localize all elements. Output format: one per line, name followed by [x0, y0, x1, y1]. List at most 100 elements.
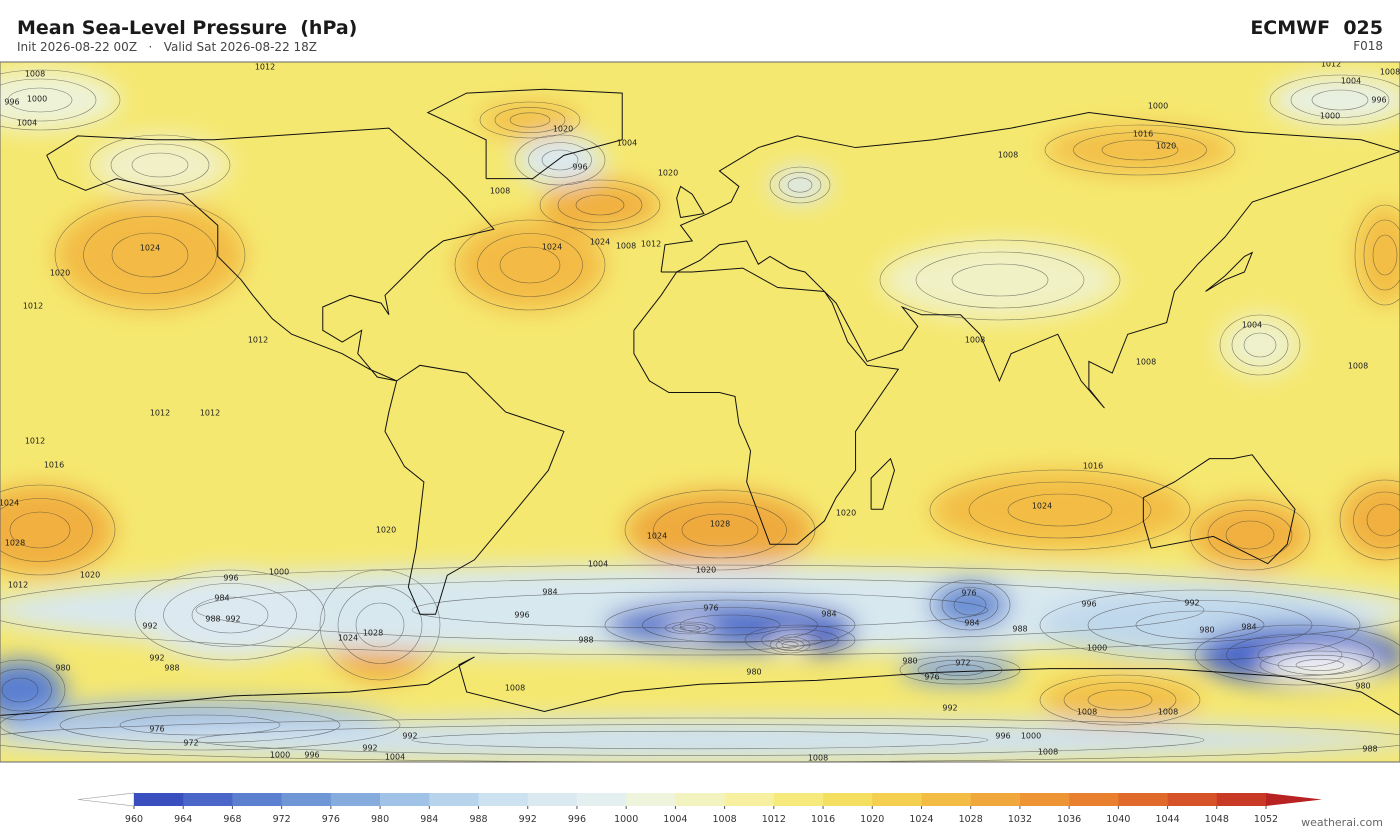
- contour-label: 1004: [1242, 321, 1262, 330]
- contour-label: 996: [223, 574, 238, 583]
- colorbar-tick-label: 1020: [860, 814, 884, 825]
- contour-label: 1000: [1148, 102, 1168, 111]
- colorbar-tick-label: 1004: [663, 814, 687, 825]
- colorbar-band: [1118, 793, 1168, 806]
- contour-label: 1008: [490, 187, 510, 196]
- contour-label: 1008: [1380, 68, 1400, 77]
- contour-label: 1012: [248, 336, 268, 345]
- colorbar-band: [380, 793, 430, 806]
- contour-label: 1000: [27, 95, 47, 104]
- colorbar-band: [774, 793, 824, 806]
- contour-label: 1020: [376, 526, 396, 535]
- contour-label: 1020: [1156, 142, 1176, 151]
- contour-label: 1020: [658, 169, 678, 178]
- contour-label: 988: [578, 636, 593, 645]
- contour-label: 1024: [1032, 502, 1052, 511]
- colorbar-tick-label: 1008: [713, 814, 737, 825]
- colorbar-band: [1217, 793, 1267, 806]
- contour-label: 980: [55, 664, 70, 673]
- colorbar-band: [626, 793, 676, 806]
- colorbar-band: [282, 793, 332, 806]
- contour-label: 992: [402, 732, 417, 741]
- contour-label: 976: [149, 725, 164, 734]
- contour-label: 976: [703, 604, 718, 613]
- contour-label: 1008: [1158, 708, 1178, 717]
- contour-label: 992: [142, 622, 157, 631]
- colorbar-band: [183, 793, 233, 806]
- contour-label: 996: [1081, 600, 1096, 609]
- contour-label: 980: [746, 668, 761, 677]
- contour-label: 992: [149, 654, 164, 663]
- colorbar-band: [872, 793, 922, 806]
- contour-label: 980: [1355, 682, 1370, 691]
- contour-label: 988: [164, 664, 179, 673]
- colorbar-tick-label: 988: [469, 814, 487, 825]
- contour-label: 1008: [965, 336, 985, 345]
- title: Mean Sea-Level Pressure (hPa): [17, 17, 357, 39]
- contour-label: 972: [955, 659, 970, 668]
- contour-label: 1004: [588, 560, 608, 569]
- colorbar-tick-label: 964: [174, 814, 192, 825]
- contour-label: 1024: [590, 238, 610, 247]
- contour-label: 972: [183, 739, 198, 748]
- contour-label: 1012: [200, 409, 220, 418]
- colorbar-tick-label: 1016: [811, 814, 835, 825]
- contour-label: 988: [1012, 625, 1027, 634]
- colorbar-tick-label: 1024: [909, 814, 933, 825]
- contour-label: 976: [924, 673, 939, 682]
- colorbar-band: [725, 793, 775, 806]
- contour-label: 1012: [255, 63, 275, 72]
- contour-label: 984: [214, 594, 229, 603]
- colorbar-tick-label: 1036: [1057, 814, 1081, 825]
- subtitle: Init 2026-08-22 00Z · Valid Sat 2026-08-…: [17, 40, 317, 54]
- contour-label: 984: [1241, 623, 1256, 632]
- contour-label: 1028: [5, 539, 25, 548]
- colorbar-tick-label: 976: [322, 814, 340, 825]
- contour-label: 1024: [0, 499, 19, 508]
- colorbar-tick-label: 1032: [1008, 814, 1032, 825]
- contour-label: 1020: [836, 509, 856, 518]
- colorbar-band: [528, 793, 578, 806]
- colorbar-band: [429, 793, 479, 806]
- contour-label: 1012: [1321, 60, 1341, 69]
- contour-label: 1008: [808, 754, 828, 763]
- contour-label: 976: [961, 589, 976, 598]
- contour-label: 996: [304, 751, 319, 760]
- contour-label: 1020: [80, 571, 100, 580]
- contour-label: 1016: [44, 461, 64, 470]
- colorbar-band: [479, 793, 529, 806]
- contour-label: 1024: [338, 634, 358, 643]
- colorbar-tick-label: 1048: [1205, 814, 1229, 825]
- contour-label: 996: [4, 98, 19, 107]
- colorbar-tick-label: 992: [519, 814, 537, 825]
- contour-label: 992: [362, 744, 377, 753]
- contour-label: 1024: [542, 243, 562, 252]
- colorbar-tick-label: 1012: [762, 814, 786, 825]
- contour-label: 1000: [1087, 644, 1107, 653]
- colorbar-band: [134, 793, 184, 806]
- contour-label: 996: [572, 163, 587, 172]
- contour-label: 1012: [150, 409, 170, 418]
- contour-label: 1004: [617, 139, 637, 148]
- contour-label: 996: [514, 611, 529, 620]
- colorbar-tick-label: 1028: [959, 814, 983, 825]
- colorbar-band: [1168, 793, 1218, 806]
- contour-label: 1012: [8, 581, 28, 590]
- contour-label: 992: [1184, 599, 1199, 608]
- contour-label: 1008: [25, 70, 45, 79]
- contour-label: 996: [995, 732, 1010, 741]
- contour-label: 1008: [1348, 362, 1368, 371]
- contour-label: 1004: [17, 119, 37, 128]
- contour-label: 1020: [553, 125, 573, 134]
- colorbar-tick-label: 996: [568, 814, 586, 825]
- colorbar-tick-label: 1040: [1106, 814, 1130, 825]
- colorbar-band: [1020, 793, 1070, 806]
- contour-label: 1024: [140, 244, 160, 253]
- contour-label: 1028: [363, 629, 383, 638]
- colorbar-tick-label: 1044: [1155, 814, 1179, 825]
- colorbar-under: [78, 793, 134, 806]
- contour-label: 1000: [1021, 732, 1041, 741]
- contour-label: 1004: [385, 753, 405, 762]
